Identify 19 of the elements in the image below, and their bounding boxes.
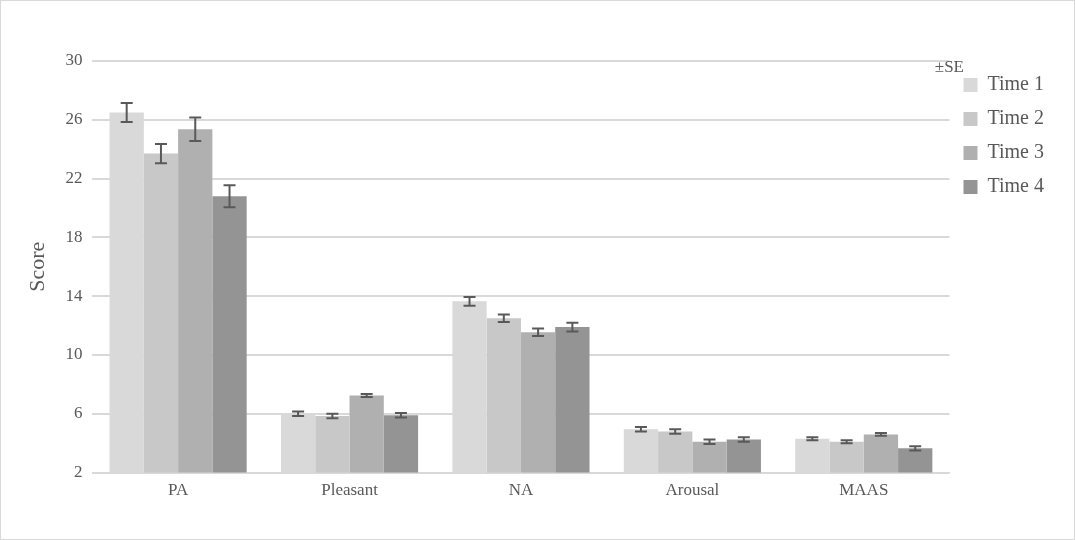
- y-tick-label: 22: [65, 168, 83, 188]
- y-tick-label: 26: [65, 109, 83, 129]
- legend-label: Time 3: [987, 140, 1045, 163]
- x-tick-label: Pleasant: [321, 480, 379, 500]
- x-tick-label: PA: [168, 480, 189, 500]
- y-axis-title: Score: [23, 241, 49, 292]
- legend-label: Time 1: [987, 72, 1045, 95]
- y-tick-label: 2: [73, 462, 83, 482]
- y-tick-label: 30: [65, 50, 83, 70]
- y-tick-label: 10: [65, 344, 83, 364]
- legend-label: Time 4: [987, 174, 1045, 197]
- x-tick-label: NA: [508, 480, 534, 500]
- y-tick-label: 6: [73, 403, 83, 423]
- y-tick-label: 18: [65, 226, 83, 246]
- x-tick-label: Arousal: [665, 480, 720, 500]
- legend-label: Time 2: [987, 106, 1045, 129]
- y-tick-label: 14: [65, 285, 83, 305]
- annotation: ±SE: [934, 57, 964, 77]
- x-tick-label: MAAS: [839, 480, 889, 500]
